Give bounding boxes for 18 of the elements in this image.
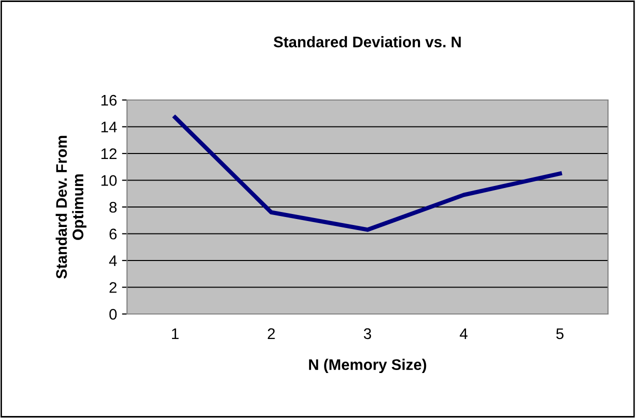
y-tick-label: 0 xyxy=(109,308,117,320)
chart-title: Standared Deviation vs. N xyxy=(274,36,461,48)
x-tick-label: 5 xyxy=(556,328,564,340)
y-tick-label: 8 xyxy=(109,202,117,213)
x-tick-label: 2 xyxy=(268,328,275,339)
x-tick-label: 1 xyxy=(172,328,179,339)
y-tick-label: 2 xyxy=(110,282,117,293)
x-tick-label: 3 xyxy=(364,328,372,340)
y-tick-label: 16 xyxy=(101,94,117,106)
y-tick-label: 4 xyxy=(109,256,117,266)
x-axis-title: N (Memory Size) xyxy=(309,358,426,374)
x-tick-label: 4 xyxy=(460,328,468,339)
y-tick-label: 10 xyxy=(101,175,117,186)
line-series xyxy=(173,115,562,232)
y-tick-label: 12 xyxy=(101,148,117,160)
y-tick-label: 6 xyxy=(110,228,117,240)
y-tick-label: 14 xyxy=(101,122,117,132)
y-axis-title: Standard Dev. From Optimum xyxy=(56,136,86,279)
